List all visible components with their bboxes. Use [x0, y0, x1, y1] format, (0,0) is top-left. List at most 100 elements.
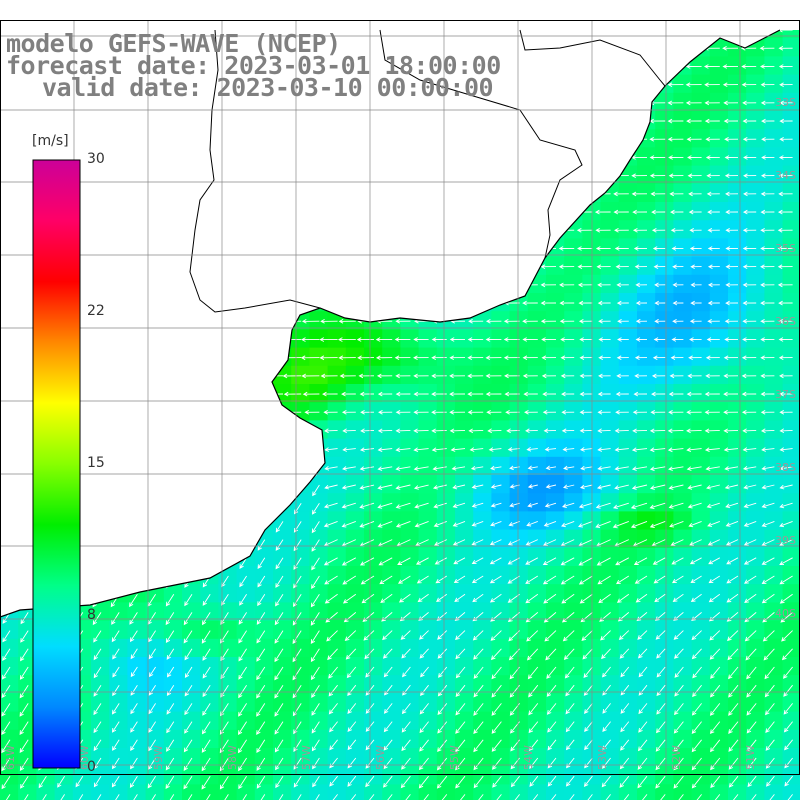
wind-arrow — [529, 775, 539, 787]
wind-arrow — [634, 575, 648, 584]
wind-cell — [491, 638, 511, 658]
wind-arrow — [620, 703, 630, 714]
wind-arrow — [723, 428, 739, 434]
wind-cell — [655, 766, 674, 785]
latitude-label: 38S — [775, 461, 796, 474]
wind-cell — [327, 456, 347, 476]
wind-cell — [564, 293, 583, 312]
wind-cell — [746, 311, 765, 330]
wind-arrow — [129, 630, 138, 643]
wind-cell — [236, 602, 256, 622]
wind-cell — [345, 438, 365, 458]
wind-cell — [254, 766, 274, 785]
wind-cell — [218, 711, 238, 731]
wind-cell — [673, 202, 693, 221]
wind-cell — [455, 748, 474, 767]
wind-arrow — [377, 502, 393, 509]
wind-cell — [673, 766, 693, 785]
wind-arrow — [779, 118, 793, 124]
wind-arrow — [724, 484, 739, 490]
wind-cell — [200, 602, 219, 622]
wind-cell — [218, 784, 238, 800]
wind-arrow — [341, 520, 356, 528]
wind-arrow — [129, 593, 138, 608]
wind-cell — [418, 584, 438, 603]
longitude-label: 57W — [300, 745, 313, 770]
wind-arrow — [419, 648, 429, 659]
wind-arrow — [760, 228, 775, 233]
wind-arrow — [347, 721, 357, 733]
wind-cell — [254, 657, 274, 676]
wind-cell — [418, 438, 438, 458]
wind-cell — [637, 675, 656, 694]
wind-cell — [728, 547, 747, 567]
wind-cell — [673, 566, 693, 585]
wind-arrow — [635, 337, 648, 342]
wind-arrow — [522, 355, 538, 360]
wind-cell — [728, 183, 747, 203]
wind-arrow — [436, 775, 448, 789]
wind-cell — [709, 657, 729, 676]
wind-arrow — [473, 757, 484, 771]
wind-arrow — [637, 739, 648, 752]
wind-cell — [509, 675, 529, 694]
wind-arrow — [546, 684, 557, 697]
wind-arrow — [654, 593, 666, 603]
wind-cell — [364, 456, 383, 476]
wind-cell — [782, 202, 800, 221]
wind-cell — [637, 438, 656, 458]
wind-cell — [764, 220, 784, 239]
wind-cell — [491, 384, 511, 403]
wind-arrow — [311, 739, 320, 752]
wind-cell — [782, 547, 800, 567]
wind-cell — [345, 675, 365, 694]
wind-cell — [637, 274, 656, 294]
wind-cell — [0, 748, 19, 767]
wind-cell — [218, 584, 238, 603]
wind-arrow — [635, 593, 648, 603]
wind-arrow — [561, 428, 575, 434]
wind-arrow — [742, 337, 757, 342]
wind-cell — [564, 475, 583, 494]
wind-arrow — [546, 666, 557, 679]
wind-cell — [527, 784, 547, 800]
latitude-label: 34S — [775, 169, 796, 182]
wind-arrow — [784, 739, 793, 751]
wind-cell — [400, 475, 420, 494]
wind-cell — [418, 402, 438, 421]
wind-arrow — [454, 593, 466, 602]
wind-arrow — [616, 355, 629, 360]
wind-arrow — [578, 300, 593, 306]
wind-cell — [36, 766, 56, 785]
wind-cell — [364, 493, 383, 512]
wind-cell — [637, 748, 656, 767]
wind-cell — [109, 675, 128, 694]
wind-cell — [345, 620, 365, 640]
wind-cell — [54, 784, 74, 800]
wind-cell — [691, 311, 711, 330]
wind-arrow — [490, 484, 502, 489]
wind-arrow — [433, 520, 447, 528]
wind-arrow — [347, 703, 357, 715]
wind-cell — [655, 347, 674, 367]
wind-arrow — [779, 410, 793, 415]
wind-arrow — [741, 355, 757, 360]
wind-cell — [182, 729, 201, 749]
wind-cell — [637, 238, 656, 258]
wind-arrow — [20, 794, 29, 800]
wind-cell — [18, 711, 37, 731]
wind-cell — [400, 675, 420, 694]
wind-arrow — [541, 355, 557, 360]
wind-arrow — [783, 703, 793, 715]
wind-cell — [527, 566, 547, 585]
wind-cell — [91, 620, 110, 640]
wind-cell — [382, 420, 401, 440]
wind-cell — [345, 456, 365, 476]
wind-arrow — [377, 484, 393, 490]
wind-arrow — [602, 757, 611, 769]
wind-arrow — [544, 447, 557, 452]
wind-cell — [236, 566, 256, 585]
wind-arrow — [597, 428, 611, 434]
wind-arrow — [547, 739, 557, 751]
wind-cell — [564, 438, 583, 458]
